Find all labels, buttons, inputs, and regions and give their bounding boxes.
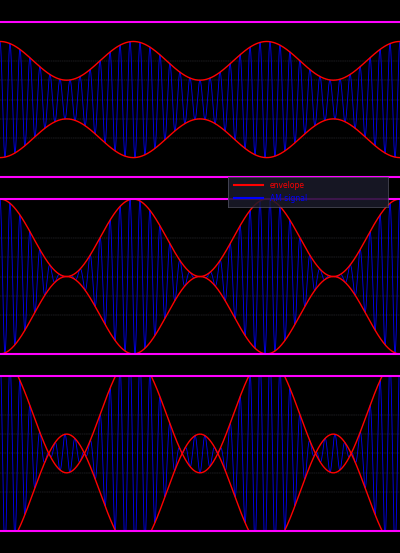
Text: AM signal: AM signal — [270, 194, 307, 203]
Text: envelope: envelope — [270, 181, 305, 190]
